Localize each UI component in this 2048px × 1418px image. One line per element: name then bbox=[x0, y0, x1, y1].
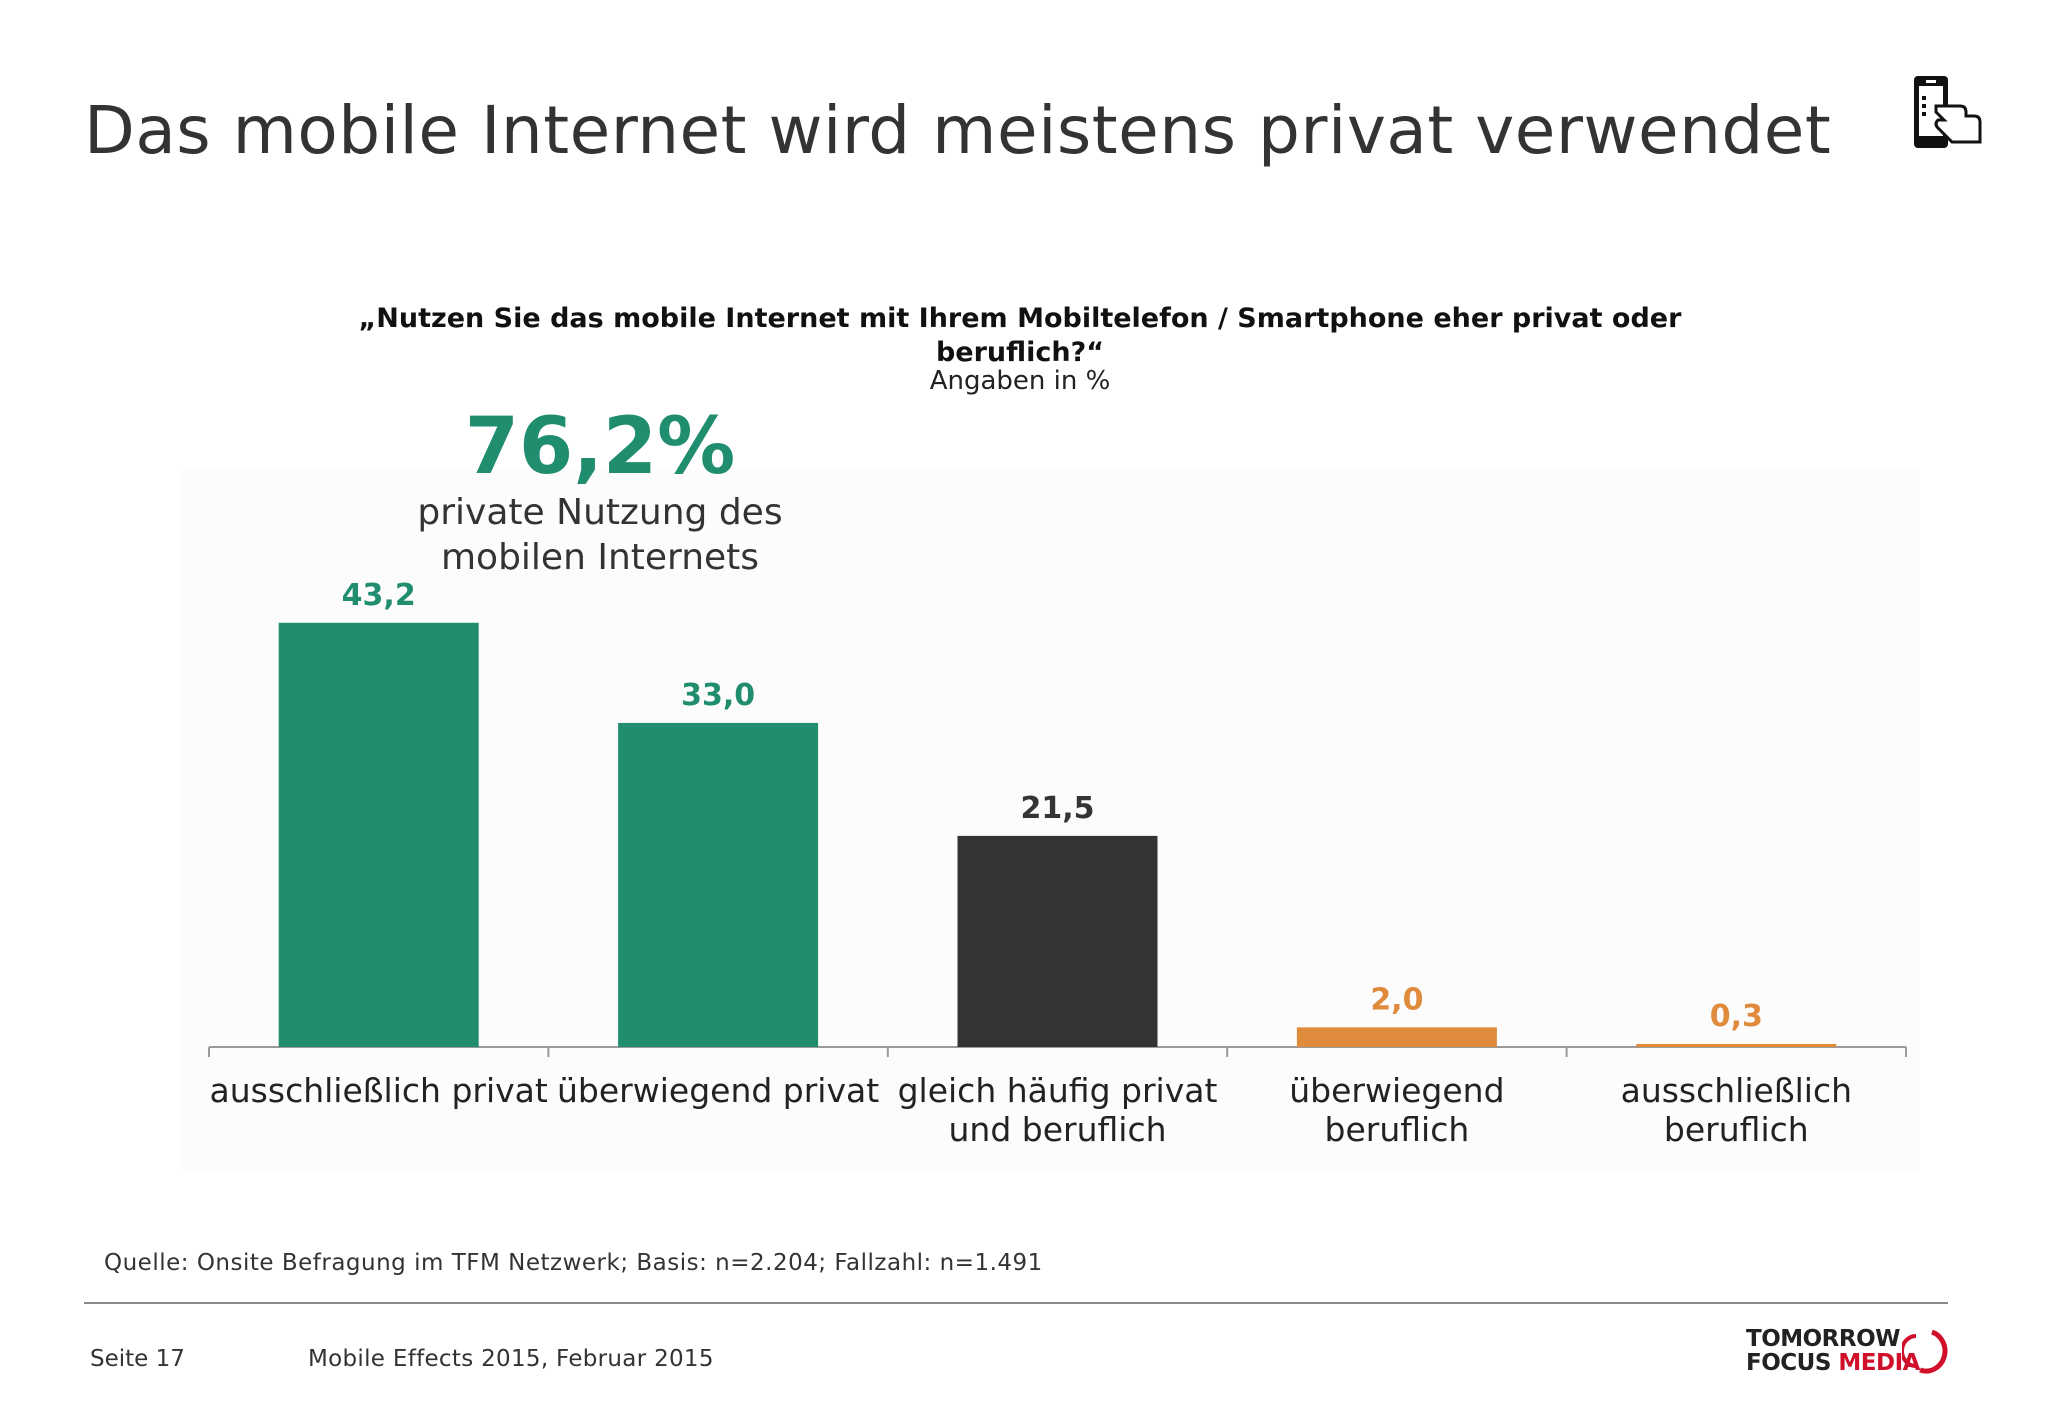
bar-value-label: 2,0 bbox=[1370, 982, 1423, 1017]
x-tick-label: ausschließlich bbox=[1621, 1071, 1852, 1110]
tomorrow-focus-media-logo: TOMORROW FOCUS MEDIA bbox=[1746, 1326, 1956, 1376]
bar bbox=[957, 835, 1158, 1047]
bar-value-label: 0,3 bbox=[1710, 999, 1763, 1034]
highlight-value: 76,2% bbox=[464, 402, 736, 492]
bar bbox=[1296, 1027, 1497, 1047]
x-tick-label: ausschließlich privat bbox=[210, 1071, 548, 1110]
logo-line2: FOCUS MEDIA bbox=[1746, 1350, 1920, 1376]
logo-mark-icon bbox=[1902, 1329, 1948, 1374]
bar-value-label: 43,2 bbox=[342, 578, 416, 613]
x-tick-label: überwiegend bbox=[1289, 1071, 1504, 1110]
logo-focus: FOCUS bbox=[1746, 1350, 1831, 1376]
chart-subtitle: Angaben in % bbox=[929, 366, 1111, 396]
x-tick-label: beruflich bbox=[1325, 1110, 1470, 1149]
chart-question: „Nutzen Sie das mobile Internet mit Ihre… bbox=[358, 303, 1682, 368]
footer-divider bbox=[84, 1302, 1948, 1304]
page-title: Das mobile Internet wird meistens privat… bbox=[84, 92, 1832, 169]
bar bbox=[1636, 1044, 1837, 1047]
highlight-caption-line2: mobilen Internets bbox=[440, 537, 760, 578]
x-tick-label: überwiegend privat bbox=[557, 1071, 879, 1110]
bar bbox=[618, 722, 819, 1047]
footer-publication: Mobile Effects 2015, Februar 2015 bbox=[308, 1346, 714, 1372]
page-number: Seite 17 bbox=[90, 1346, 185, 1372]
highlight-caption: private Nutzung des mobilen Internets bbox=[360, 490, 840, 580]
bar bbox=[278, 622, 479, 1047]
bar-value-label: 33,0 bbox=[681, 678, 755, 713]
source-note: Quelle: Onsite Befragung im TFM Netzwerk… bbox=[104, 1250, 1043, 1276]
logo-line1: TOMORROW bbox=[1746, 1326, 1901, 1352]
smartphone-hand-icon bbox=[1914, 76, 1982, 148]
bar-value-label: 21,5 bbox=[1020, 791, 1094, 826]
x-tick-label: beruflich bbox=[1664, 1110, 1809, 1149]
x-tick-label: gleich häufig privat bbox=[898, 1071, 1218, 1110]
x-tick-label: und beruflich bbox=[948, 1110, 1166, 1149]
highlight-caption-line1: private Nutzung des bbox=[417, 492, 783, 533]
